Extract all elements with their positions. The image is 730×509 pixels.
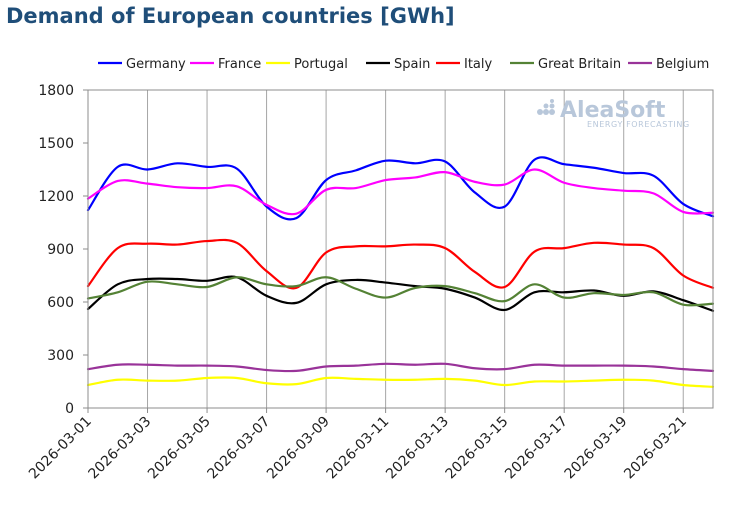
y-tick-label: 900: [47, 242, 74, 258]
legend-label: Great Britain: [538, 57, 621, 72]
legend: Germany France Portugal Spain Italy Great Bri…: [98, 57, 709, 72]
legend-label: Belgium: [656, 57, 709, 72]
legend-label: Italy: [464, 57, 493, 72]
x-tick-label: 2026-03-05: [145, 414, 214, 483]
legend-item-france: France: [190, 57, 261, 72]
y-tick-label: 1500: [38, 136, 74, 152]
x-tick-label: 2026-03-17: [502, 414, 571, 483]
aleasoft-logo-icon: [537, 99, 555, 115]
x-tick-label: 2026-03-11: [324, 414, 393, 483]
y-tick-label: 0: [65, 401, 74, 417]
series-lines: [86, 156, 715, 388]
legend-item-portugal: Portugal: [266, 57, 348, 72]
legend-label: Portugal: [294, 57, 348, 72]
watermark-tagline: ENERGY FORECASTING: [587, 120, 690, 129]
series-line-france: [86, 168, 715, 216]
x-tick-label: 2026-03-13: [383, 414, 452, 483]
series-line-great-britain: [86, 276, 715, 307]
axes: 03006009001200150018002026-03-012026-03-…: [26, 83, 714, 483]
y-tick-label: 300: [47, 348, 74, 364]
x-tick-label: 2026-03-15: [443, 414, 512, 483]
y-tick-label: 600: [47, 295, 74, 311]
legend-item-spain: Spain: [366, 57, 430, 72]
x-tick-label: 2026-03-07: [205, 414, 274, 483]
legend-label: Spain: [394, 57, 430, 72]
x-tick-label: 2026-03-03: [85, 414, 154, 483]
y-tick-label: 1800: [38, 83, 74, 99]
x-tick-label: 2026-03-09: [264, 414, 333, 483]
legend-item-belgium: Belgium: [628, 57, 709, 72]
watermark-brand: AleaSoft: [560, 98, 666, 123]
series-line-portugal: [86, 376, 715, 388]
legend-label: France: [218, 57, 261, 72]
legend-item-italy: Italy: [436, 57, 493, 72]
plot-frame: [87, 89, 714, 409]
legend-item-germany: Germany: [98, 57, 186, 72]
y-tick-label: 1200: [38, 189, 74, 205]
legend-item-great-britain: Great Britain: [510, 57, 621, 72]
x-tick-label: 2026-03-21: [621, 414, 690, 483]
chart-title: Demand of European countries [GWh]: [6, 4, 455, 28]
aleasoft-watermark: AleaSoft ENERGY FORECASTING: [537, 98, 690, 129]
legend-label: Germany: [126, 57, 186, 72]
x-tick-label: 2026-03-19: [562, 414, 631, 483]
grid: [87, 90, 684, 408]
series-line-belgium: [86, 362, 715, 373]
series-line-germany: [86, 156, 715, 221]
series-line-italy: [86, 238, 715, 290]
x-tick-label: 2026-03-01: [26, 414, 95, 483]
